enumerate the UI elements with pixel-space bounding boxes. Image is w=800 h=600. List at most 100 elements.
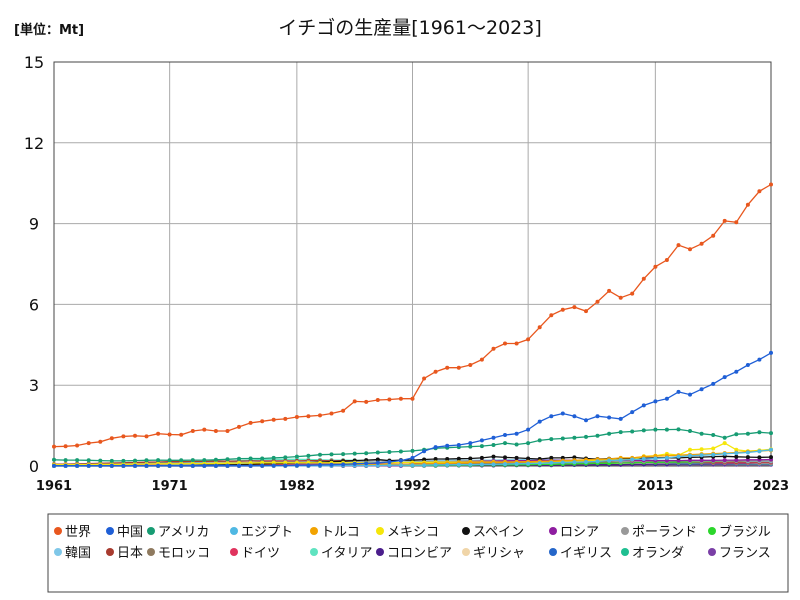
data-point: [237, 424, 241, 429]
data-point: [618, 458, 623, 463]
data-point: [537, 438, 542, 443]
data-point: [375, 457, 380, 462]
unit-label: [単位：Mt]: [14, 22, 84, 38]
data-point: [202, 427, 207, 432]
data-point: [734, 432, 739, 437]
data-point: [653, 456, 658, 461]
legend-label: イタリア: [321, 546, 372, 561]
data-point: [121, 434, 126, 439]
legend-item: 日本: [106, 546, 143, 561]
data-point: [98, 439, 103, 444]
legend-marker: [708, 548, 716, 556]
legend-marker: [310, 527, 318, 535]
data-point: [294, 415, 299, 419]
legend-label: メキシコ: [387, 525, 439, 540]
data-point: [572, 414, 577, 419]
data-point: [572, 455, 577, 460]
data-point: [514, 431, 519, 436]
data-point: [433, 445, 438, 450]
data-point: [618, 295, 623, 300]
data-point: [688, 458, 692, 463]
data-point: [745, 431, 750, 436]
data-point: [503, 455, 507, 460]
data-point: [641, 457, 646, 461]
data-point: [699, 387, 704, 392]
data-point: [560, 307, 565, 312]
data-point: [734, 454, 739, 459]
data-point: [734, 458, 739, 463]
data-point: [271, 455, 276, 460]
legend-label: エジプト: [241, 525, 293, 540]
data-point: [248, 420, 253, 425]
series-line: [52, 427, 773, 463]
data-point: [479, 357, 484, 362]
data-point: [109, 436, 114, 441]
data-point: [248, 456, 253, 461]
data-point: [121, 463, 126, 468]
data-point: [341, 452, 346, 457]
data-point: [618, 416, 623, 421]
data-point: [364, 451, 369, 456]
data-point: [456, 365, 461, 370]
y-tick-label: 3: [29, 376, 39, 395]
data-point: [699, 431, 704, 436]
legend-item: 世界: [54, 525, 91, 540]
legend-label: スペイン: [473, 525, 524, 540]
data-point: [410, 463, 415, 468]
data-point: [133, 463, 137, 468]
legend-marker: [549, 548, 557, 556]
data-point: [734, 369, 739, 374]
data-point: [190, 429, 195, 433]
y-tick-label: 12: [24, 134, 44, 153]
data-point: [572, 305, 577, 310]
legend-marker: [230, 548, 238, 556]
data-point: [560, 411, 565, 416]
data-point: [237, 463, 241, 468]
data-point: [179, 463, 184, 468]
legend-marker: [147, 548, 155, 556]
data-point: [179, 458, 184, 463]
data-point: [190, 463, 195, 468]
data-point: [630, 291, 635, 296]
data-point: [109, 458, 114, 463]
data-point: [503, 462, 507, 467]
x-tick-label: 2013: [637, 479, 673, 494]
data-point: [745, 202, 750, 207]
legend-item: モロッコ: [147, 546, 210, 561]
data-point: [630, 457, 635, 462]
data-point: [260, 456, 265, 461]
data-point: [329, 452, 334, 457]
data-point: [514, 341, 519, 346]
data-point: [503, 433, 507, 437]
data-point: [641, 428, 646, 433]
data-point: [653, 427, 658, 432]
legend-label: モロッコ: [158, 546, 210, 561]
data-point: [294, 454, 299, 459]
legend-item: オランダ: [621, 546, 684, 561]
data-point: [364, 399, 369, 404]
data-point: [398, 463, 403, 468]
data-point: [422, 463, 427, 468]
data-point: [468, 444, 473, 449]
legend-item: アメリカ: [147, 525, 209, 540]
data-point: [676, 389, 681, 394]
legend-label: ギリシャ: [473, 546, 525, 561]
legend-marker: [230, 527, 238, 535]
legend-label: 中国: [117, 525, 143, 540]
legend-label: ブラジル: [719, 524, 771, 540]
data-point: [352, 399, 357, 404]
data-point: [387, 397, 392, 402]
data-point: [433, 462, 438, 467]
data-point: [503, 441, 507, 446]
data-point: [468, 363, 473, 367]
legend-label: 世界: [65, 525, 91, 540]
data-point: [352, 451, 357, 456]
data-point: [641, 276, 646, 281]
data-point: [387, 463, 392, 468]
data-point: [294, 463, 299, 468]
data-point: [318, 462, 322, 467]
data-point: [387, 460, 392, 464]
data-point: [479, 444, 484, 449]
data-point: [769, 447, 773, 452]
